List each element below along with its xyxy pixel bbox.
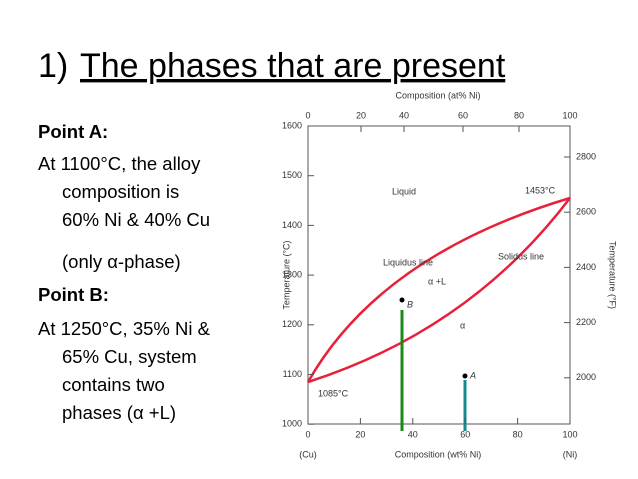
- body-line: (only α-phase): [62, 251, 181, 272]
- bottom-tick-label: 100: [562, 429, 577, 439]
- right-tick-label: 2400: [576, 262, 596, 272]
- body-line: composition is: [62, 181, 179, 202]
- right-tick-label: 2200: [576, 317, 596, 327]
- axis-title: Composition (wt% Ni): [395, 449, 482, 459]
- bottom-tick-label: 80: [513, 429, 523, 439]
- right-tick-label: 2800: [576, 151, 596, 161]
- label: B: [407, 299, 413, 309]
- body-line: Point B:: [38, 284, 109, 305]
- left-tick-label: 1300: [282, 269, 302, 279]
- body-line: At 1250°C, 35% Ni &: [38, 318, 211, 339]
- bottom-tick-label: 0: [305, 429, 310, 439]
- left-tick-label: 1200: [282, 319, 302, 329]
- left-tick-label: 1600: [282, 120, 302, 130]
- axis-title: Temperature (°F): [608, 241, 618, 309]
- left-tick-label: 1000: [282, 419, 302, 429]
- title-number: 1): [38, 47, 68, 85]
- axis-end: (Cu): [299, 449, 317, 459]
- right-tick-label: 2000: [576, 372, 596, 382]
- left-tick-label: 1100: [283, 369, 302, 379]
- label: α +L: [428, 276, 446, 286]
- solidus-curve: [307, 197, 571, 384]
- left-tick-label: 1400: [282, 220, 302, 230]
- label: Solidus line: [498, 251, 544, 261]
- axis-end: (Ni): [563, 449, 578, 459]
- body-text: Point A: At 1100°C, the alloy composition …: [38, 121, 211, 423]
- phase-diagram: Liquid 1453°C Liquidus line Solidus line…: [281, 90, 617, 459]
- label: Liquidus line: [383, 257, 433, 267]
- label: Liquid: [392, 186, 416, 196]
- body-line: 65% Cu, system: [62, 346, 197, 367]
- point-a: [462, 373, 468, 379]
- right-tick-label: 2600: [576, 207, 596, 217]
- top-tick-label: 60: [458, 110, 468, 120]
- label: A: [469, 370, 476, 380]
- axis-title: Temperature (°C): [281, 240, 291, 309]
- title-text: The phases that are present: [80, 47, 506, 85]
- label: α: [460, 320, 465, 330]
- top-tick-label: 40: [399, 110, 409, 120]
- body-line: phases (α +L): [62, 402, 176, 423]
- point-b: [399, 297, 405, 303]
- label: 1453°C: [525, 185, 556, 195]
- top-tick-label: 100: [562, 110, 577, 120]
- plot-frame: [307, 125, 571, 425]
- top-tick-label: 80: [514, 110, 524, 120]
- bottom-tick-label: 60: [460, 429, 470, 439]
- top-tick-label: 20: [356, 110, 366, 120]
- liquidus-curve: [306, 196, 571, 383]
- body-line: 60% Ni & 40% Cu: [62, 209, 210, 230]
- body-line: Point A:: [38, 121, 108, 142]
- title: 1) The phases that are present: [38, 47, 506, 85]
- body-line: At 1100°C, the alloy: [38, 153, 201, 174]
- left-tick-label: 1500: [282, 170, 302, 180]
- top-tick-label: 0: [305, 110, 310, 120]
- bottom-tick-label: 20: [355, 429, 365, 439]
- body-line: contains two: [62, 374, 165, 395]
- bottom-tick-label: 40: [408, 429, 418, 439]
- label: 1085°C: [318, 388, 349, 398]
- axis-title: Composition (at% Ni): [395, 90, 480, 100]
